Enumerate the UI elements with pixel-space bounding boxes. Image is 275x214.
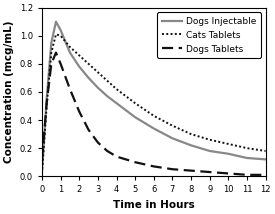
Dogs Injectable xyxy=(45,98,48,100)
Cats Tablets xyxy=(106,79,109,82)
X-axis label: Time in Hours: Time in Hours xyxy=(113,200,195,210)
Cats Tablets xyxy=(40,172,44,175)
Dogs Injectable xyxy=(78,65,81,68)
Dogs Injectable xyxy=(227,153,230,155)
Cats Tablets xyxy=(152,114,155,117)
Dogs Injectable xyxy=(96,86,100,89)
Dogs Tablets xyxy=(54,51,58,54)
Cats Tablets xyxy=(45,105,48,107)
Dogs Tablets xyxy=(68,88,72,91)
Dogs Tablets xyxy=(50,62,53,65)
Dogs Tablets xyxy=(189,169,193,172)
Cats Tablets xyxy=(54,33,58,36)
Cats Tablets xyxy=(78,54,81,57)
Cats Tablets xyxy=(96,71,100,74)
Cats Tablets xyxy=(59,34,62,37)
Dogs Injectable xyxy=(152,127,155,130)
Cats Tablets xyxy=(189,133,193,135)
Dogs Tablets xyxy=(115,155,118,158)
Cats Tablets xyxy=(171,124,174,127)
Y-axis label: Concentration (mcg/mL): Concentration (mcg/mL) xyxy=(4,21,14,163)
Dogs Tablets xyxy=(227,172,230,175)
Dogs Tablets xyxy=(96,141,100,144)
Dogs Injectable xyxy=(50,42,53,44)
Line: Dogs Injectable: Dogs Injectable xyxy=(42,22,266,171)
Dogs Injectable xyxy=(208,150,211,152)
Cats Tablets xyxy=(50,51,53,54)
Cats Tablets xyxy=(227,143,230,145)
Cats Tablets xyxy=(87,62,90,65)
Dogs Tablets xyxy=(45,102,48,104)
Dogs Tablets xyxy=(208,171,211,173)
Dogs Injectable xyxy=(133,116,137,119)
Dogs Injectable xyxy=(264,158,267,161)
Dogs Tablets xyxy=(245,174,249,176)
Dogs Tablets xyxy=(40,158,44,161)
Line: Dogs Tablets: Dogs Tablets xyxy=(42,53,266,175)
Cats Tablets xyxy=(245,147,249,149)
Cats Tablets xyxy=(115,88,118,91)
Dogs Injectable xyxy=(54,20,58,23)
Dogs Tablets xyxy=(152,165,155,168)
Dogs Injectable xyxy=(189,144,193,147)
Line: Cats Tablets: Cats Tablets xyxy=(42,34,266,173)
Dogs Injectable xyxy=(87,77,90,79)
Dogs Tablets xyxy=(264,174,267,176)
Dogs Injectable xyxy=(245,157,249,159)
Dogs Injectable xyxy=(106,95,109,97)
Dogs Tablets xyxy=(171,168,174,171)
Dogs Tablets xyxy=(106,150,109,152)
Legend: Dogs Injectable, Cats Tablets, Dogs Tablets: Dogs Injectable, Cats Tablets, Dogs Tabl… xyxy=(157,12,261,58)
Cats Tablets xyxy=(264,150,267,152)
Cats Tablets xyxy=(68,46,72,48)
Dogs Tablets xyxy=(133,161,137,163)
Dogs Injectable xyxy=(59,29,62,31)
Dogs Injectable xyxy=(68,51,72,54)
Dogs Injectable xyxy=(40,169,44,172)
Dogs Tablets xyxy=(59,62,62,65)
Cats Tablets xyxy=(208,138,211,141)
Dogs Tablets xyxy=(78,110,81,113)
Dogs Tablets xyxy=(87,129,90,131)
Dogs Injectable xyxy=(171,137,174,140)
Dogs Injectable xyxy=(115,102,118,104)
Cats Tablets xyxy=(133,102,137,104)
